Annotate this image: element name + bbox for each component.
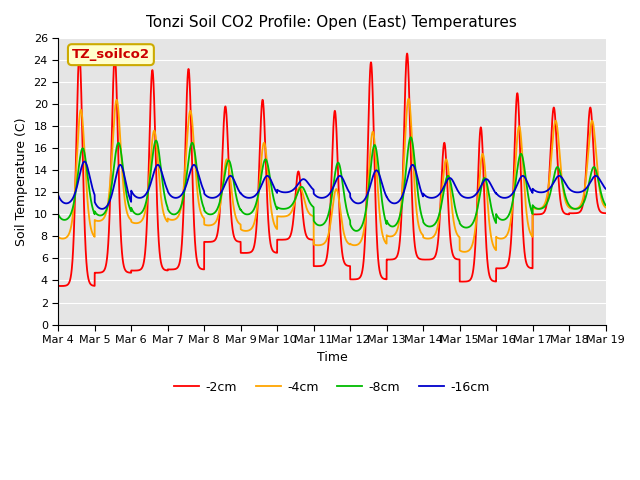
-16cm	[54, 192, 62, 198]
-4cm	[172, 216, 179, 222]
-8cm	[600, 199, 607, 204]
-2cm	[403, 51, 411, 57]
-4cm	[259, 142, 267, 148]
-4cm	[54, 234, 62, 240]
-16cm	[259, 179, 267, 184]
Text: TZ_soilco2: TZ_soilco2	[72, 48, 150, 61]
-8cm	[485, 193, 493, 199]
-8cm	[602, 202, 609, 208]
Line: -2cm: -2cm	[58, 54, 605, 286]
-4cm	[485, 219, 493, 225]
-16cm	[485, 179, 493, 184]
Title: Tonzi Soil CO2 Profile: Open (East) Temperatures: Tonzi Soil CO2 Profile: Open (East) Temp…	[147, 15, 517, 30]
-16cm	[166, 192, 173, 197]
-4cm	[408, 125, 415, 131]
-2cm	[485, 272, 493, 277]
-2cm	[259, 100, 267, 106]
Legend: -2cm, -4cm, -8cm, -16cm: -2cm, -4cm, -8cm, -16cm	[170, 375, 495, 398]
-2cm	[58, 283, 65, 289]
-16cm	[81, 158, 88, 164]
-16cm	[98, 206, 106, 212]
-16cm	[600, 183, 607, 189]
X-axis label: Time: Time	[317, 350, 348, 363]
Line: -4cm: -4cm	[58, 99, 605, 252]
-8cm	[353, 228, 360, 234]
-2cm	[166, 266, 173, 272]
-8cm	[408, 135, 415, 141]
-2cm	[600, 210, 607, 216]
-8cm	[259, 163, 267, 168]
-2cm	[54, 283, 62, 289]
-8cm	[166, 209, 173, 215]
-4cm	[404, 96, 412, 102]
-16cm	[602, 186, 609, 192]
-4cm	[600, 203, 607, 208]
-16cm	[172, 195, 179, 201]
-4cm	[461, 249, 468, 255]
Line: -16cm: -16cm	[58, 161, 605, 209]
-8cm	[407, 134, 415, 140]
Line: -8cm: -8cm	[58, 137, 605, 231]
-2cm	[408, 177, 415, 183]
-2cm	[602, 210, 609, 216]
Y-axis label: Soil Temperature (C): Soil Temperature (C)	[15, 117, 28, 246]
-4cm	[166, 216, 173, 222]
-4cm	[602, 204, 609, 210]
-16cm	[408, 163, 415, 168]
-8cm	[172, 211, 179, 217]
-2cm	[172, 266, 179, 272]
-8cm	[54, 212, 62, 217]
